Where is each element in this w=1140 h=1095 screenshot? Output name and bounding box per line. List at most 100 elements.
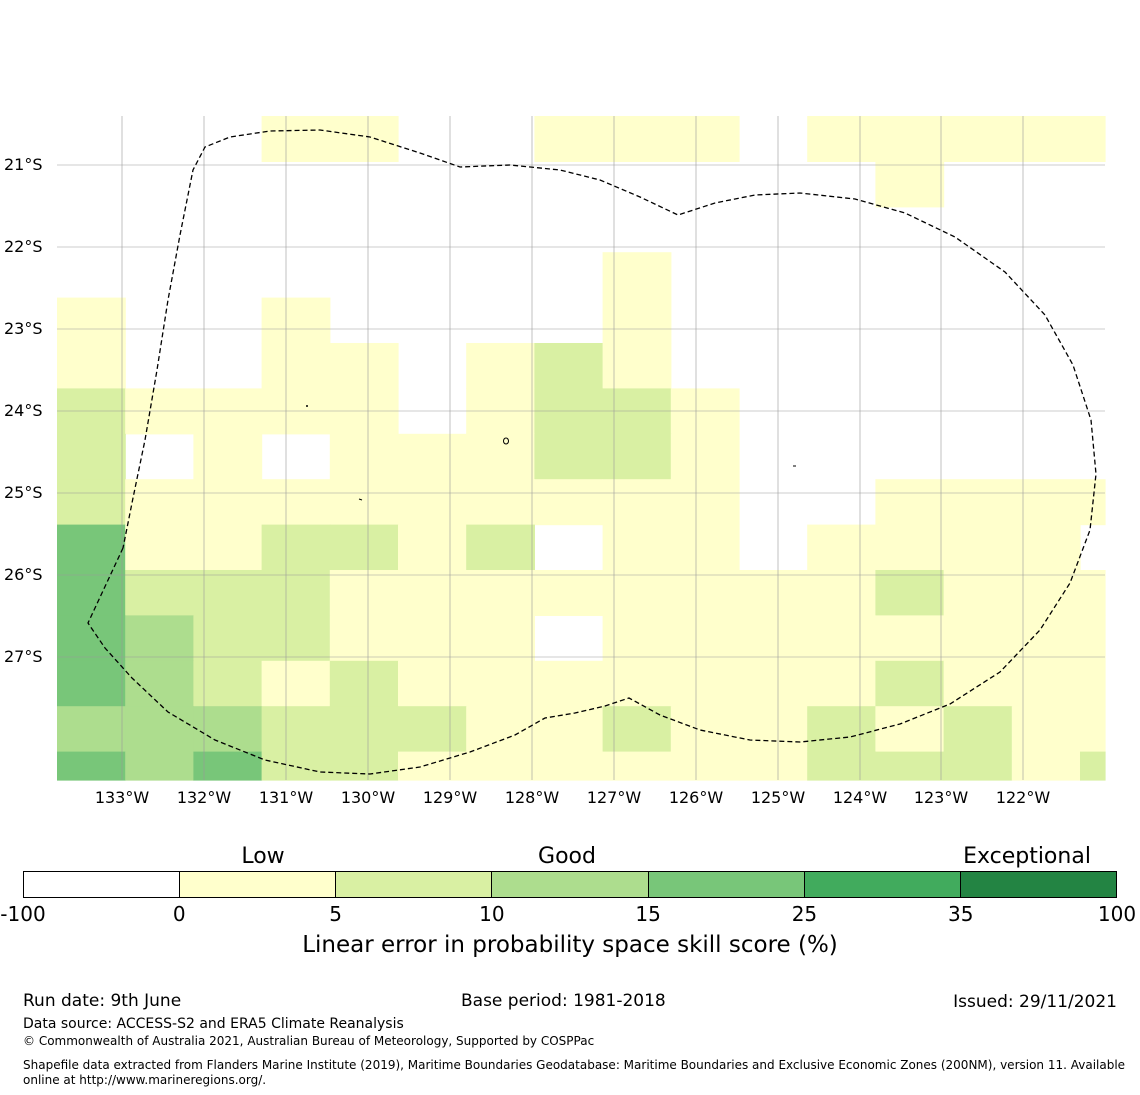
skill-cell <box>261 751 331 781</box>
skill-cell <box>1080 615 1106 662</box>
skill-cell <box>125 706 194 753</box>
longitude-label: 128°W <box>504 788 560 807</box>
skill-cell <box>193 615 263 662</box>
data-source: Data source: ACCESS-S2 and ERA5 Climate … <box>23 1016 404 1032</box>
skill-cell <box>261 524 331 571</box>
skill-cell <box>261 660 331 707</box>
skill-cell <box>534 660 604 707</box>
longitude-label: 133°W <box>94 788 150 807</box>
skill-cell <box>466 343 535 389</box>
skill-cell <box>1080 570 1106 616</box>
island-marker <box>306 405 308 407</box>
skill-cell <box>329 570 399 616</box>
skill-cell <box>602 479 672 526</box>
skill-cell <box>125 660 194 707</box>
skill-cell <box>466 433 535 480</box>
skill-cell <box>602 433 672 480</box>
island-markers <box>306 405 796 501</box>
colorbar-segment <box>180 872 337 897</box>
skill-cell <box>329 433 399 480</box>
skill-cell <box>1011 706 1081 753</box>
skill-cell <box>466 570 535 616</box>
issued-date: Issued: 29/11/2021 <box>953 992 1117 1012</box>
colorbar-tick-label: 25 <box>791 902 818 926</box>
colorbar-tick-label: 0 <box>172 902 186 926</box>
skill-cell <box>1011 524 1081 571</box>
skill-cell <box>875 116 945 162</box>
skill-cell <box>534 751 604 781</box>
skill-cell <box>534 343 604 389</box>
skill-cell <box>261 706 331 753</box>
skill-cell <box>670 706 740 753</box>
skill-cell <box>193 751 263 781</box>
skill-cell <box>1011 116 1081 162</box>
skill-cell <box>1011 751 1081 781</box>
longitude-label: 124°W <box>832 788 888 807</box>
skill-cell <box>1080 116 1106 162</box>
skill-cell <box>943 479 1013 526</box>
skill-cell <box>261 116 331 162</box>
skill-cell <box>1080 660 1106 707</box>
latitude-label: 25°S <box>4 483 43 502</box>
skill-cell <box>670 479 740 526</box>
skill-cell <box>193 433 263 480</box>
skill-cell <box>602 751 672 781</box>
skill-cell <box>193 388 263 435</box>
skill-cell <box>125 570 194 616</box>
skill-cell <box>807 660 876 707</box>
latitude-label: 24°S <box>4 401 43 420</box>
base-period: Base period: 1981-2018 <box>461 991 666 1011</box>
colorbar-segment <box>648 872 805 897</box>
colorbar-segment <box>492 872 649 897</box>
colorbar-segment <box>24 872 181 897</box>
colorbar-tick-label: 5 <box>329 902 342 926</box>
skill-cell <box>739 660 808 707</box>
latitude-label: 22°S <box>4 237 43 256</box>
skill-cell <box>398 433 467 480</box>
skill-cell <box>329 116 399 162</box>
skill-cell <box>943 116 1013 162</box>
skill-cell <box>943 524 1013 571</box>
category-low-label: Low <box>241 844 285 869</box>
skill-cell <box>193 524 263 571</box>
skill-cell <box>261 388 331 435</box>
skill-cell <box>670 615 740 662</box>
colorbar-segment <box>804 872 961 897</box>
longitude-label: 125°W <box>750 788 806 807</box>
skill-cell <box>125 479 194 526</box>
skill-cell <box>57 615 126 662</box>
skill-cell <box>943 660 1013 707</box>
longitude-label: 129°W <box>422 788 478 807</box>
skill-cell <box>943 706 1013 753</box>
skill-cell <box>602 615 672 662</box>
skill-cell <box>534 706 604 753</box>
colorbar-tick-label: -100 <box>0 902 46 926</box>
skill-cell <box>739 706 808 753</box>
skill-cell <box>125 615 194 662</box>
skill-cell <box>329 615 399 662</box>
skill-cell <box>807 116 876 162</box>
skill-cell <box>57 660 126 707</box>
skill-cell <box>329 343 399 389</box>
skill-cell <box>261 343 331 389</box>
category-exceptional-label: Exceptional <box>963 844 1091 869</box>
skill-cell <box>670 660 740 707</box>
skill-cell <box>602 388 672 435</box>
skill-cell <box>670 116 740 162</box>
longitude-label: 126°W <box>668 788 724 807</box>
skill-cell <box>57 297 126 344</box>
skill-cell <box>57 479 126 526</box>
skill-cell <box>534 433 604 480</box>
skill-cell <box>602 524 672 571</box>
longitude-label: 132°W <box>176 788 232 807</box>
skill-cell <box>943 751 1013 781</box>
longitude-label: 130°W <box>340 788 396 807</box>
skill-cell <box>329 479 399 526</box>
island-marker <box>358 498 363 501</box>
skill-grid-cells <box>57 116 1106 781</box>
skill-cell <box>875 479 945 526</box>
skill-cell <box>466 751 535 781</box>
shapefile-credit-line-2: online at http://www.marineregions.org/. <box>23 1073 267 1087</box>
skill-cell <box>261 479 331 526</box>
skill-cell <box>329 706 399 753</box>
